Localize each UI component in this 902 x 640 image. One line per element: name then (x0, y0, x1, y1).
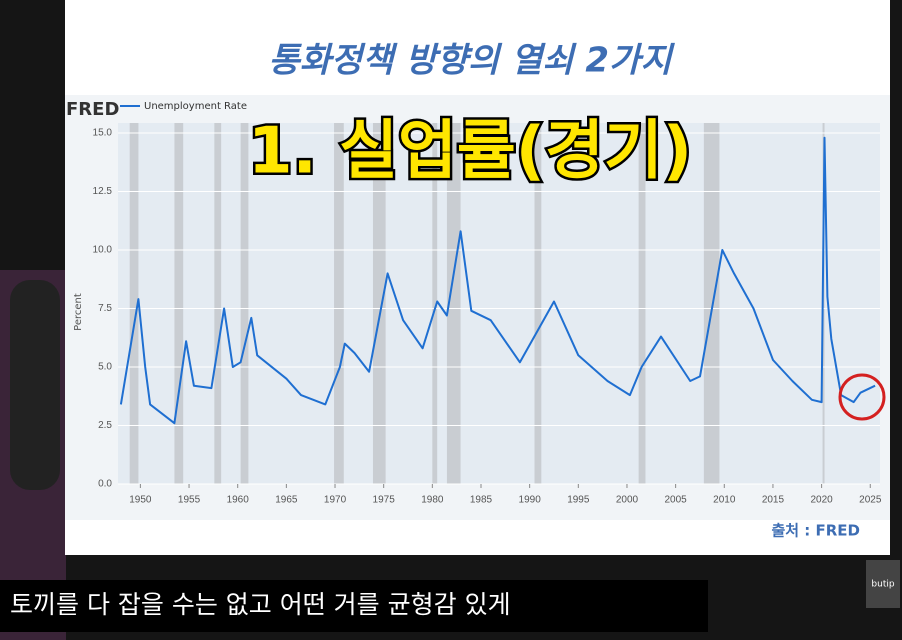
recession-band (638, 123, 646, 484)
y-tick-label: 2.5 (98, 420, 112, 431)
recession-band (129, 123, 139, 484)
x-tick-label: 2015 (762, 495, 785, 506)
x-tick-label: 2000 (616, 495, 639, 506)
x-tick-label: 1975 (373, 495, 396, 506)
x-tick-label: 1955 (178, 495, 201, 506)
slide-title: 통화정책 방향의 열쇠 2가지 (268, 41, 675, 81)
logo: FRED (66, 99, 119, 120)
y-tick-label: 12.5 (93, 186, 113, 197)
recession-band (240, 123, 249, 484)
recession-band (334, 123, 344, 484)
x-tick-label: 1960 (227, 495, 250, 506)
recession-band (534, 123, 542, 484)
x-tick-label: 1950 (129, 495, 152, 506)
x-tick-label: 1980 (421, 495, 444, 506)
recession-band (214, 123, 222, 484)
x-tick-label: 2010 (713, 495, 736, 506)
x-tick-label: 1985 (470, 495, 493, 506)
recession-band (432, 123, 438, 484)
microphone (10, 280, 60, 490)
highlight-circle (838, 373, 886, 421)
legend-label: Unemployment Rate (144, 101, 247, 112)
y-tick-label: 5.0 (98, 362, 112, 373)
recession-band (372, 123, 386, 484)
caption: 토끼를 다 잡을 수는 없고 어떤 거를 균형감 있게 (10, 590, 511, 619)
y-axis-label: Percent (73, 293, 84, 331)
x-tick-label: 2005 (665, 495, 688, 506)
x-tick-label: 2025 (859, 495, 882, 506)
caption-bg (0, 580, 708, 632)
y-tick-label: 7.5 (98, 303, 112, 314)
x-tick-label: 1995 (567, 495, 590, 506)
recession-band (174, 123, 184, 484)
data-line (119, 136, 876, 425)
watermark-bg (866, 560, 900, 608)
recession-band (446, 123, 461, 484)
x-tick-label: 1965 (275, 495, 298, 506)
recession-band (703, 123, 720, 484)
y-tick-label: 0.0 (98, 479, 112, 490)
x-tick-label: 1990 (519, 495, 542, 506)
x-tick-label: 2020 (810, 495, 833, 506)
x-tick-label: 1970 (324, 495, 347, 506)
source: 출처 : FRED (771, 522, 860, 540)
y-tick-label: 15.0 (93, 128, 113, 139)
watermark: butip (871, 580, 894, 590)
overlay-text: 1. 실업률(경기) (248, 115, 692, 189)
y-tick-label: 10.0 (93, 245, 113, 256)
